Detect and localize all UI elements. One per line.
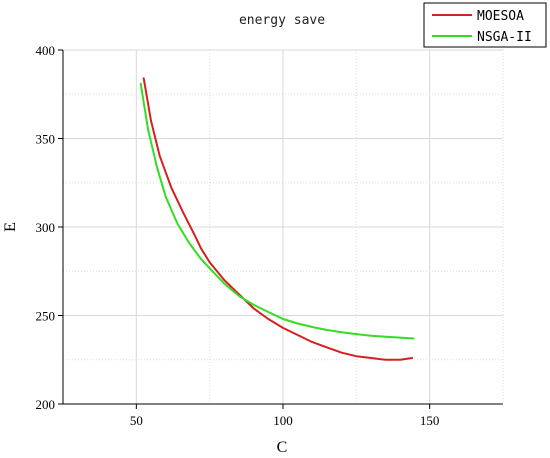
- y-tick-label: 200: [36, 397, 56, 412]
- x-tick-label: 100: [273, 413, 293, 428]
- y-tick-label: 350: [36, 132, 56, 147]
- legend-box: [423, 2, 547, 48]
- x-tick-label: 50: [130, 413, 143, 428]
- series-layer: [139, 77, 415, 361]
- y-tick-label: 300: [36, 220, 56, 235]
- x-tick-label: 150: [420, 413, 440, 428]
- legend-label-nsga-ii: NSGA-II: [477, 30, 532, 45]
- chart-title: energy save: [239, 13, 325, 28]
- y-axis-label: E: [2, 222, 19, 232]
- series-line-moesoa: [142, 77, 414, 361]
- series-line-nsga-ii: [139, 82, 415, 340]
- grid-lines: [63, 49, 504, 404]
- y-tick-label: 400: [36, 43, 56, 58]
- x-axis-label: C: [277, 439, 288, 456]
- y-tick-label: 250: [36, 309, 56, 324]
- ticks-layer: 50 100 150 200 250 300 350 400: [36, 43, 440, 428]
- legend: MOESOA NSGA-II: [423, 2, 547, 48]
- legend-label-moesoa: MOESOA: [477, 9, 524, 24]
